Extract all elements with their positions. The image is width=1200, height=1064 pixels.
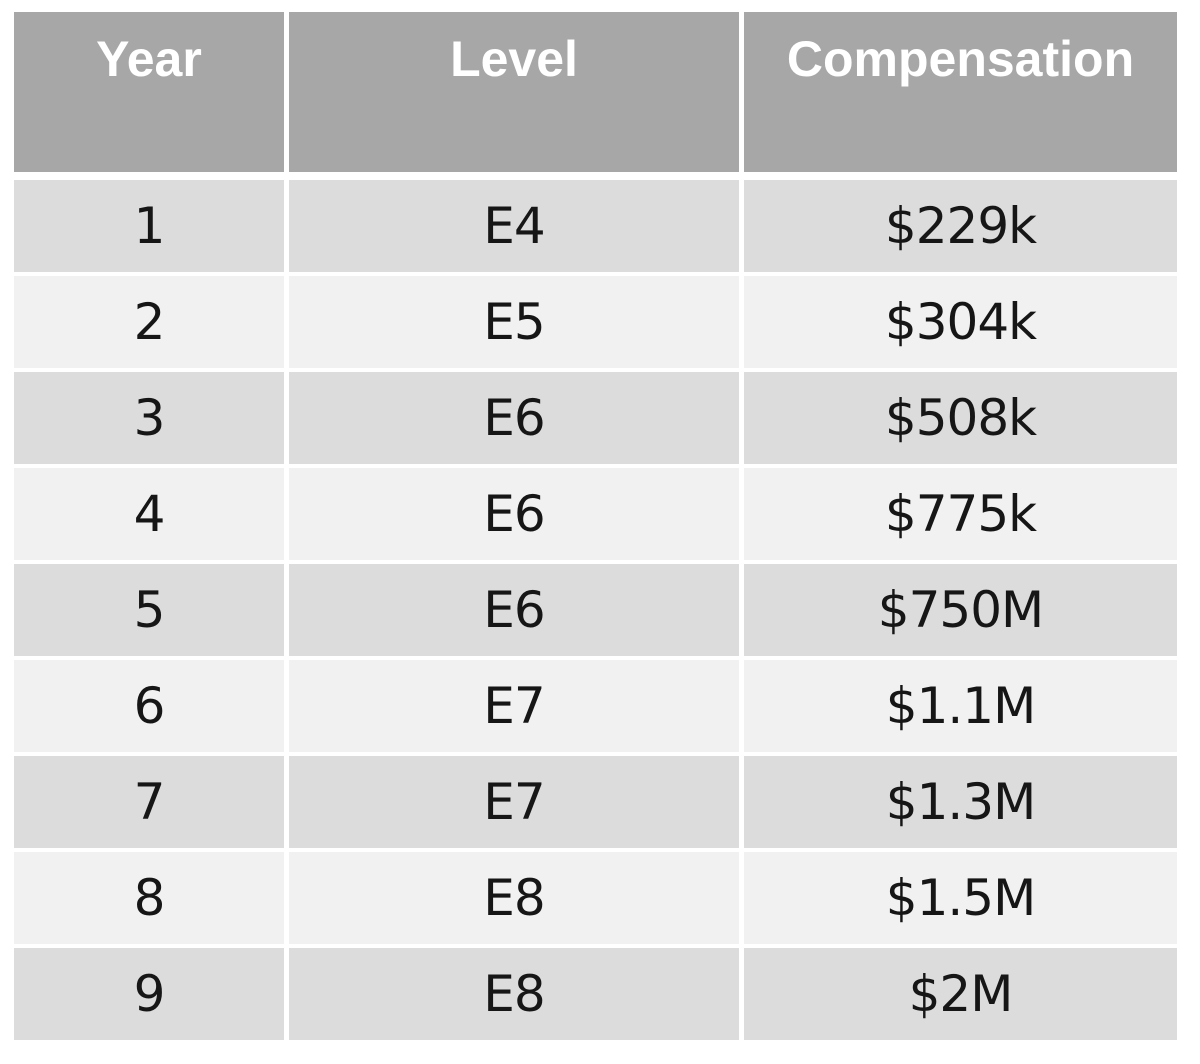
cell-comp-8: $1.5M (744, 852, 1177, 944)
cell-level-3: E6 (289, 372, 739, 464)
cell-level-2: E5 (289, 276, 739, 368)
cell-year-6: 6 (14, 660, 284, 752)
cell-level-8: E8 (289, 852, 739, 944)
header-year: Year (14, 12, 284, 172)
cell-level-1: E4 (289, 180, 739, 272)
cell-level-4: E6 (289, 468, 739, 560)
cell-year-2: 2 (14, 276, 284, 368)
compensation-table: Year Level Compensation 1 E4 $229k 2 E5 … (14, 12, 1177, 1040)
cell-year-9: 9 (14, 948, 284, 1040)
cell-comp-3: $508k (744, 372, 1177, 464)
cell-level-7: E7 (289, 756, 739, 848)
cell-comp-9: $2M (744, 948, 1177, 1040)
table-header-row: Year Level Compensation (14, 12, 1177, 172)
cell-year-7: 7 (14, 756, 284, 848)
cell-comp-6: $1.1M (744, 660, 1177, 752)
cell-comp-1: $229k (744, 180, 1177, 272)
cell-comp-2: $304k (744, 276, 1177, 368)
cell-comp-5: $750M (744, 564, 1177, 656)
cell-comp-4: $775k (744, 468, 1177, 560)
cell-year-3: 3 (14, 372, 284, 464)
header-level: Level (289, 12, 739, 172)
cell-level-5: E6 (289, 564, 739, 656)
cell-year-1: 1 (14, 180, 284, 272)
cell-level-9: E8 (289, 948, 739, 1040)
cell-year-4: 4 (14, 468, 284, 560)
cell-year-8: 8 (14, 852, 284, 944)
cell-year-5: 5 (14, 564, 284, 656)
cell-comp-7: $1.3M (744, 756, 1177, 848)
header-compensation: Compensation (744, 12, 1177, 172)
table-body: 1 E4 $229k 2 E5 $304k 3 E6 $508k 4 E6 $7… (14, 180, 1177, 1040)
cell-level-6: E7 (289, 660, 739, 752)
